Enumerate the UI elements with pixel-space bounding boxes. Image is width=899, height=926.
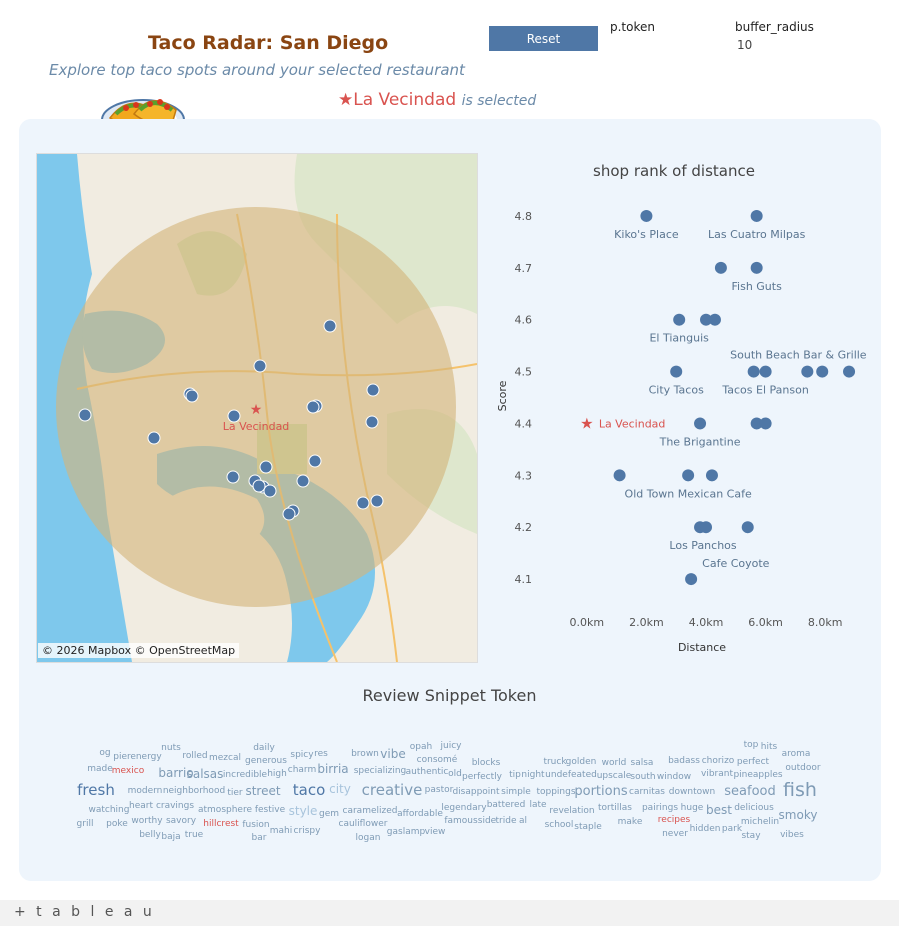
- map-restaurant-point[interactable]: [185, 389, 199, 403]
- chart-point-label: Cafe Coyote: [702, 557, 770, 570]
- chart-point-label: Old Town Mexican Cafe: [625, 487, 752, 500]
- chart-point[interactable]: [747, 365, 760, 378]
- map-restaurant-point[interactable]: [282, 507, 296, 521]
- chart-point[interactable]: [816, 365, 829, 378]
- chart-point[interactable]: [685, 573, 698, 586]
- y-tick-label: 4.3: [515, 469, 533, 482]
- chart-point[interactable]: [640, 209, 653, 222]
- map-attribution[interactable]: © 2026 Mapbox © OpenStreetMap: [38, 643, 240, 658]
- map-restaurant-point[interactable]: [263, 484, 277, 498]
- map-hills: [294, 154, 477, 324]
- buffer-radius-label: buffer_radius: [735, 20, 814, 34]
- chart-point[interactable]: [741, 521, 754, 534]
- footer-bar: [0, 900, 899, 926]
- y-tick-label: 4.2: [515, 521, 533, 534]
- y-tick-label: 4.1: [515, 573, 533, 586]
- x-tick-label: 2.0km: [629, 616, 664, 629]
- buffer-radius-input[interactable]: 10: [737, 38, 753, 52]
- chart-point[interactable]: [759, 365, 772, 378]
- restaurant-map[interactable]: ★ La Vecindad: [36, 153, 478, 663]
- x-tick-label: 4.0km: [689, 616, 724, 629]
- y-tick-label: 4.5: [515, 366, 533, 379]
- ptoken-parameter-label[interactable]: p.token: [610, 20, 655, 34]
- chart-point[interactable]: [682, 469, 695, 482]
- chart-point[interactable]: [613, 469, 626, 482]
- chart-point-label: South Beach Bar & Grille: [730, 349, 867, 362]
- chart-point[interactable]: [705, 469, 718, 482]
- map-restaurant-point[interactable]: [227, 409, 241, 423]
- map-restaurant-points[interactable]: [78, 319, 384, 521]
- chart-point[interactable]: [843, 365, 856, 378]
- y-tick-label: 4.4: [515, 417, 533, 430]
- y-axis-title: Score: [496, 380, 509, 411]
- map-restaurant-point[interactable]: [308, 454, 322, 468]
- chart-point[interactable]: [700, 521, 713, 534]
- y-tick-label: 4.8: [515, 210, 533, 223]
- chart-point-label: Kiko's Place: [614, 228, 679, 241]
- map-restaurant-point[interactable]: [365, 415, 379, 429]
- x-axis-ticks: 0.0km 2.0km 4.0km 6.0km 8.0km: [570, 616, 843, 629]
- selected-star-icon: ★: [338, 90, 354, 110]
- y-axis-ticks: 4.1 4.2 4.3 4.4 4.5 4.6 4.7 4.8: [515, 210, 533, 586]
- selected-restaurant-star: ★: [250, 402, 263, 418]
- map-restaurant-point[interactable]: [370, 494, 384, 508]
- selected-point-star[interactable]: ★: [580, 414, 593, 432]
- map-restaurant-point[interactable]: [253, 359, 267, 373]
- chart-point[interactable]: [750, 417, 763, 430]
- chart-title: shop rank of distance: [593, 162, 755, 180]
- map-restaurant-point[interactable]: [147, 431, 161, 445]
- chart-point[interactable]: [750, 209, 763, 222]
- selected-restaurant-name: La Vecindad: [353, 90, 457, 110]
- chart-point-label: City Tacos: [649, 384, 704, 397]
- chart-point[interactable]: [694, 417, 707, 430]
- chart-point-labels: Kiko's Place Las Cuatro Milpas Fish Guts El…: [614, 228, 867, 570]
- map-restaurant-point[interactable]: [226, 470, 240, 484]
- y-tick-label: 4.7: [515, 262, 533, 275]
- x-tick-label: 8.0km: [808, 616, 843, 629]
- chart-point-label: Fish Guts: [732, 280, 783, 293]
- tableau-logo[interactable]: + t a b l e a u: [14, 904, 155, 920]
- chart-point[interactable]: [759, 417, 772, 430]
- map-selected-label: La Vecindad: [223, 420, 290, 433]
- wordcloud-title: Review Snippet Token: [362, 686, 537, 705]
- map-restaurant-point[interactable]: [366, 383, 380, 397]
- map-restaurant-point[interactable]: [296, 474, 310, 488]
- chart-point-label: Los Panchos: [669, 539, 736, 552]
- distance-score-chart[interactable]: shop rank of distance 4.1 4.2 4.3 4.4 4.5 4.6…: [490, 150, 890, 660]
- chart-point[interactable]: [700, 313, 713, 326]
- map-restaurant-point[interactable]: [306, 400, 320, 414]
- dashboard-title: Taco Radar: San Diego: [148, 32, 389, 54]
- chart-point-label: Tacos El Panson: [721, 384, 808, 397]
- selected-point-label: La Vecindad: [599, 417, 666, 430]
- y-tick-label: 4.6: [515, 314, 533, 327]
- map-restaurant-point[interactable]: [259, 460, 273, 474]
- buffer-radius-circle: [56, 207, 456, 607]
- chart-point-label: The Brigantine: [659, 435, 741, 448]
- chart-points: ★ La Vecindad: [580, 209, 856, 586]
- x-axis-title: Distance: [678, 641, 726, 654]
- reset-button[interactable]: Reset: [489, 26, 598, 51]
- chart-point[interactable]: [750, 261, 763, 274]
- dashboard-subtitle: Explore top taco spots around your selec…: [49, 61, 465, 79]
- map-restaurant-point[interactable]: [252, 479, 266, 493]
- selected-suffix: is selected: [461, 93, 537, 109]
- selected-restaurant-caption: ★La Vecindad is selected: [338, 90, 536, 110]
- chart-point[interactable]: [708, 313, 721, 326]
- x-tick-label: 6.0km: [748, 616, 783, 629]
- map-restaurant-point[interactable]: [78, 408, 92, 422]
- chart-point[interactable]: [673, 313, 686, 326]
- chart-point[interactable]: [714, 261, 727, 274]
- x-tick-label: 0.0km: [570, 616, 605, 629]
- map-restaurant-point[interactable]: [356, 496, 370, 510]
- chart-point[interactable]: [801, 365, 814, 378]
- chart-point-label: Las Cuatro Milpas: [708, 228, 806, 241]
- map-restaurant-point[interactable]: [323, 319, 337, 333]
- chart-point-label: El Tianguis: [649, 332, 709, 345]
- chart-point[interactable]: [670, 365, 683, 378]
